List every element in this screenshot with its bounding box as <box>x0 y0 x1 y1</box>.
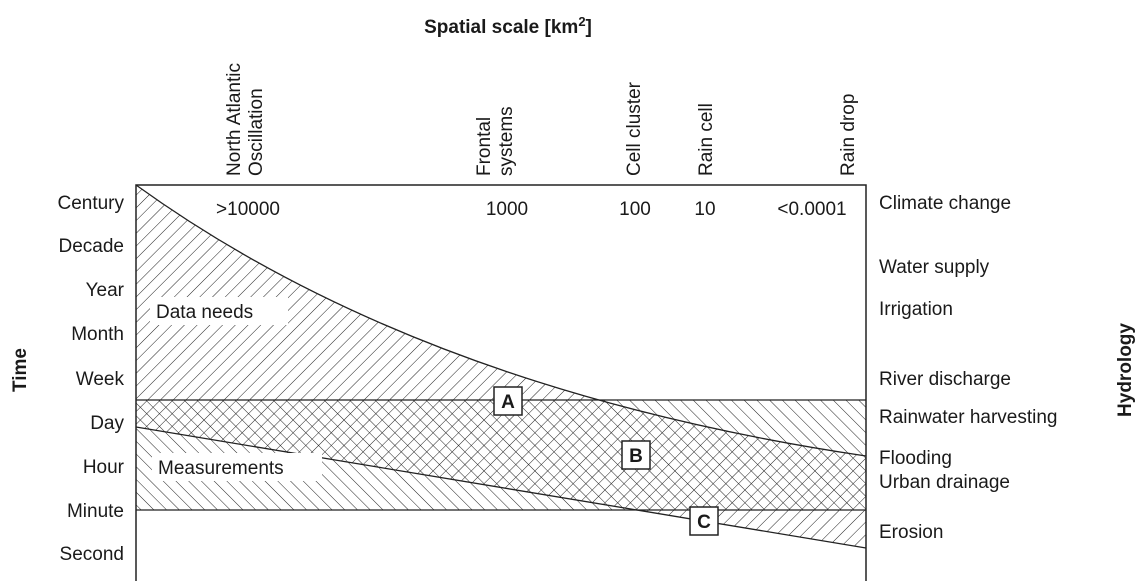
title: Spatial scale [km2] <box>424 14 592 38</box>
marker-label: C <box>697 512 711 533</box>
time-label: Second <box>60 544 124 565</box>
scale-value: <0.0001 <box>777 199 846 220</box>
time-label: Hour <box>83 457 125 478</box>
column-label: systems <box>496 106 517 176</box>
marker-box <box>621 440 651 470</box>
hydrology-label: Irrigation <box>879 299 953 320</box>
time-label: Century <box>57 193 124 214</box>
title-suffix: ] <box>586 17 592 38</box>
markers: A B C <box>493 386 719 536</box>
hydrology-axis-label: Hydrology <box>1115 323 1136 417</box>
column-label: Cell cluster <box>624 81 645 176</box>
time-axis-label: Time <box>10 348 31 392</box>
column-label: Rain drop <box>838 94 859 176</box>
data-needs-label: Data needs <box>156 302 253 323</box>
label-bg <box>152 453 322 481</box>
data-needs-outline <box>135 184 867 549</box>
time-labels: Century Decade Year Month Week Day Hour Minute S… <box>57 193 124 565</box>
hydrology-label: River discharge <box>879 369 1011 390</box>
scale-value: >10000 <box>216 199 280 220</box>
hydrology-labels: Climate change Water supply Irrigation Rive… <box>879 193 1057 543</box>
hydrology-label: Water supply <box>879 257 990 278</box>
time-label: Month <box>71 324 124 345</box>
regions <box>135 184 867 549</box>
marker-box <box>689 506 719 536</box>
scale-value: 1000 <box>486 199 528 220</box>
measurements-label: Measurements <box>158 458 284 479</box>
time-label: Decade <box>59 236 125 257</box>
hydrology-label: Erosion <box>879 522 943 543</box>
column-label: Frontal <box>474 117 495 176</box>
time-label: Day <box>90 413 124 434</box>
hydrology-label: Flooding <box>879 448 952 469</box>
marker-label: B <box>629 446 643 467</box>
hydrology-label: Urban drainage <box>879 472 1010 493</box>
hydrology-label: Climate change <box>879 193 1011 214</box>
marker-box <box>493 386 523 416</box>
time-label: Week <box>76 369 125 390</box>
column-label: North Atlantic <box>224 63 245 176</box>
column-labels: North Atlantic Oscillation >10000 Frontal sy… <box>216 63 859 220</box>
column-label: Oscillation <box>246 88 267 176</box>
column-label: Rain cell <box>696 103 717 176</box>
scale-value: 10 <box>694 199 715 220</box>
time-label: Minute <box>67 501 124 522</box>
time-label: Year <box>86 280 125 301</box>
label-bg <box>150 297 288 325</box>
title-superscript: 2 <box>578 14 585 29</box>
scale-value: 100 <box>619 199 651 220</box>
title-text: Spatial scale [km <box>424 17 578 38</box>
marker-label: A <box>501 392 515 413</box>
frame <box>135 184 867 581</box>
hydrology-label: Rainwater harvesting <box>879 407 1057 428</box>
